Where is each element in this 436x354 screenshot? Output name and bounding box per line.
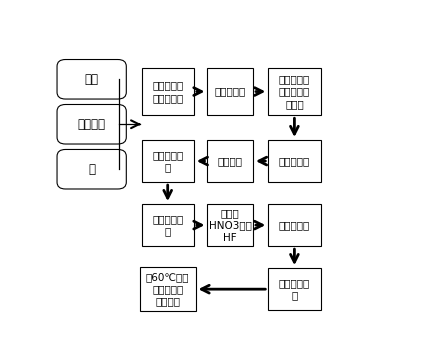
Text: 碘: 碘 [88, 163, 95, 176]
FancyBboxPatch shape [142, 204, 194, 246]
FancyBboxPatch shape [268, 204, 320, 246]
FancyBboxPatch shape [268, 140, 320, 182]
Text: 混合加入高
压反应釜内: 混合加入高 压反应釜内 [152, 80, 183, 103]
FancyBboxPatch shape [268, 268, 320, 310]
Text: 无水乙醇洗
涤: 无水乙醇洗 涤 [152, 150, 183, 172]
Text: 收集产物: 收集产物 [218, 156, 243, 166]
FancyBboxPatch shape [208, 140, 253, 182]
FancyBboxPatch shape [140, 267, 196, 311]
Text: 去离子水洗
涤: 去离子水洗 涤 [152, 214, 183, 236]
Text: 混合浓
HNO3和稀
HF: 混合浓 HNO3和稀 HF [209, 208, 252, 242]
Text: 蒸馏水洗涤: 蒸馏水洗涤 [279, 220, 310, 230]
Text: 反应釜放入
烘箱恒温一
定时间: 反应釜放入 烘箱恒温一 定时间 [279, 74, 310, 109]
Text: 密封反应釜: 密封反应釜 [215, 86, 246, 97]
FancyBboxPatch shape [208, 68, 253, 115]
FancyBboxPatch shape [57, 149, 126, 189]
Text: 硅粉: 硅粉 [85, 73, 99, 86]
Text: 无水乙醇洗
涤: 无水乙醇洗 涤 [279, 278, 310, 300]
FancyBboxPatch shape [142, 140, 194, 182]
FancyBboxPatch shape [268, 68, 320, 115]
FancyBboxPatch shape [57, 104, 126, 144]
FancyBboxPatch shape [208, 204, 253, 246]
Text: 在60℃烘箱
中干燥得到
最终产物: 在60℃烘箱 中干燥得到 最终产物 [146, 272, 190, 307]
FancyBboxPatch shape [142, 68, 194, 115]
Text: 冷却至室温: 冷却至室温 [279, 156, 310, 166]
FancyBboxPatch shape [57, 59, 126, 99]
Text: 叠氮化钠: 叠氮化钠 [78, 118, 106, 131]
